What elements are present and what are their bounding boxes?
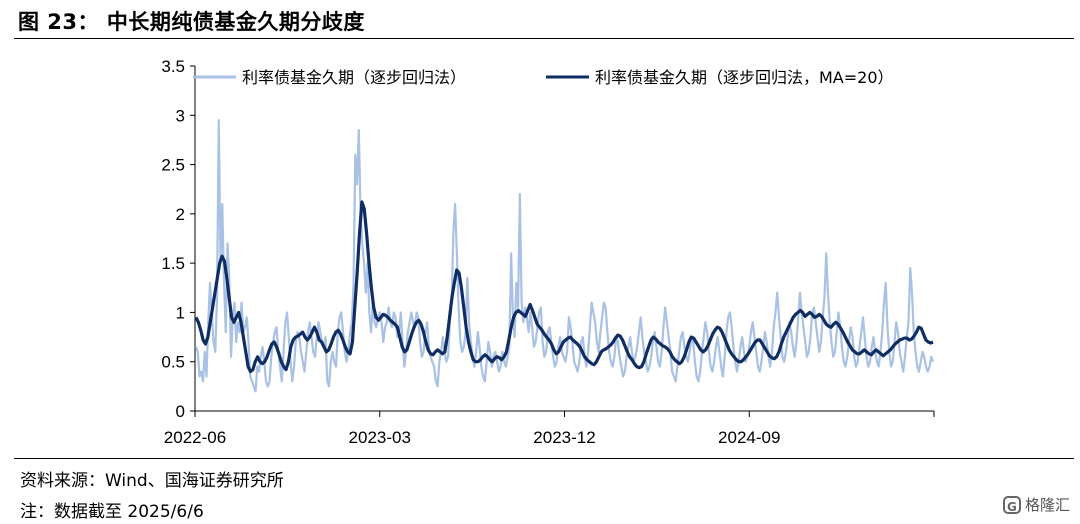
title-divider [14, 38, 1074, 39]
x-tick-label: 2023-03 [349, 428, 411, 447]
page-title: 图 23： 中长期纯债基金久期分歧度 [18, 10, 365, 34]
y-tick-labels: 0 0.5 1 1.5 2 2.5 3 3.5 [161, 57, 195, 421]
data-date-note: 注：数据截至 2025/6/6 [20, 502, 204, 522]
legend-label-ma: 利率债基金久期（逐步回归法，MA=20） [595, 68, 894, 87]
line-chart: 00.511.522.533.5 2022-06 2023-03 2023-12 20… [161, 57, 935, 447]
watermark-logo-icon: G [1002, 495, 1021, 514]
x-tick-labels: 2022-06 2023-03 2023-12 2024-09 [164, 411, 935, 447]
series-line-ma [194, 200, 934, 374]
x-tick-label: 2022-06 [164, 428, 226, 447]
watermark: G 格隆汇 [1002, 494, 1070, 515]
legend-item-ma: 利率债基金久期（逐步回归法，MA=20） [546, 68, 894, 87]
y-tick-label: 1.5 [161, 254, 185, 273]
legend-item-raw: 利率债基金久期（逐步回归法） [193, 68, 466, 87]
y-tick-label: 1 [176, 303, 185, 322]
y-tick-label: 0 [176, 402, 185, 421]
y-tick-label: 2.5 [161, 156, 185, 175]
x-tick-label: 2023-12 [533, 428, 595, 447]
footer-divider [14, 458, 1074, 459]
series-layer [194, 119, 935, 393]
y-tick-label: 2 [176, 205, 185, 224]
y-tick-label: 3.5 [161, 57, 185, 76]
x-tick-label: 2024-09 [718, 428, 780, 447]
series-line-raw [194, 119, 935, 393]
y-tick-label: 3 [176, 106, 185, 125]
y-tick-label: 0.5 [161, 353, 185, 372]
legend: 利率债基金久期（逐步回归法） 利率债基金久期（逐步回归法，MA=20） [193, 68, 894, 87]
legend-label-raw: 利率债基金久期（逐步回归法） [242, 68, 466, 87]
source-note: 资料来源：Wind、国海证券研究所 [20, 471, 284, 491]
watermark-text: 格隆汇 [1024, 496, 1070, 514]
